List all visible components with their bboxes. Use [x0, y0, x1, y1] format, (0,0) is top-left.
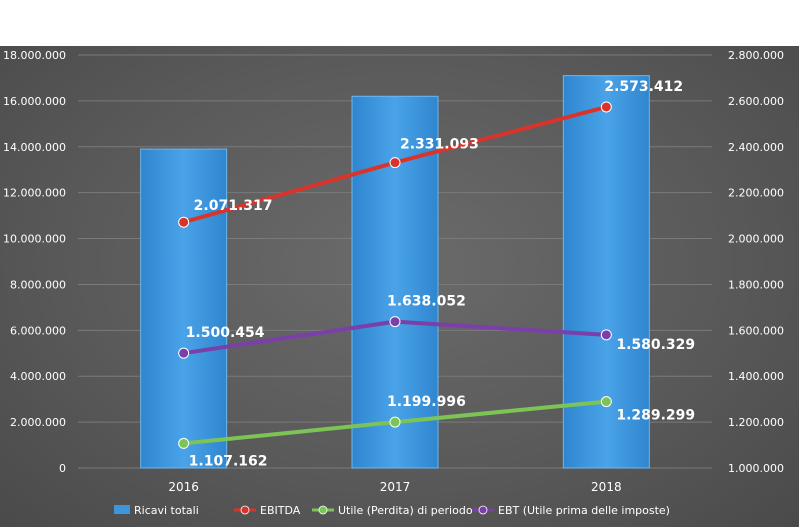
line-point	[389, 416, 401, 428]
left-tick-label: 14.000.000	[3, 141, 66, 154]
data-label: 2.331.093	[400, 137, 479, 153]
data-labels: 2.071.317 2.331.093 2.573.412 1.107.162 1.19…	[186, 79, 695, 469]
left-tick-label: 0	[59, 462, 66, 475]
right-tick-label: 1.000.000	[728, 462, 784, 475]
left-tick-label: 4.000.000	[10, 370, 66, 383]
line-point	[178, 437, 190, 449]
chart-area: 0 2.000.000 4.000.000 6.000.000 8.000.000 10.…	[0, 46, 799, 527]
left-tick-label: 12.000.000	[3, 187, 66, 200]
left-tick-label: 10.000.000	[3, 233, 66, 246]
left-axis-ticks: 0 2.000.000 4.000.000 6.000.000 8.000.000 10.…	[3, 49, 66, 475]
line-point	[178, 347, 190, 359]
lines	[178, 101, 612, 449]
legend-label: Utile (Perdita) di periodo	[338, 504, 473, 517]
x-tick-label: 2016	[168, 480, 199, 494]
legend-label: EBITDA	[260, 504, 301, 517]
right-tick-label: 2.400.000	[728, 141, 784, 154]
line-point	[600, 396, 612, 408]
legend: Ricavi totali EBITDA Utile (Perdita) di pe…	[114, 504, 670, 517]
left-tick-label: 2.000.000	[10, 416, 66, 429]
left-tick-label: 16.000.000	[3, 95, 66, 108]
legend-swatch	[114, 505, 130, 514]
legend-item: Ricavi totali	[114, 504, 199, 517]
line-point	[600, 101, 612, 113]
x-tick-label: 2018	[591, 480, 622, 494]
data-label: 2.573.412	[604, 79, 683, 95]
data-label: 1.199.996	[387, 394, 466, 410]
left-tick-label: 18.000.000	[3, 49, 66, 62]
x-tick-label: 2017	[380, 480, 411, 494]
right-axis-ticks: 1.000.000 1.200.000 1.400.000 1.600.000 1.80…	[728, 49, 784, 475]
right-tick-label: 2.000.000	[728, 233, 784, 246]
left-tick-label: 8.000.000	[10, 278, 66, 291]
legend-label: Ricavi totali	[134, 504, 199, 517]
right-tick-label: 1.400.000	[728, 370, 784, 383]
legend-item: EBT (Utile prima delle imposte)	[472, 504, 670, 517]
line-point	[389, 316, 401, 328]
right-tick-label: 1.800.000	[728, 278, 784, 291]
data-label: 1.289.299	[616, 408, 695, 424]
right-tick-label: 2.200.000	[728, 187, 784, 200]
right-tick-label: 1.200.000	[728, 416, 784, 429]
line-point	[389, 157, 401, 169]
data-label: 1.638.052	[387, 294, 466, 310]
combo-chart: 0 2.000.000 4.000.000 6.000.000 8.000.000 10.…	[3, 49, 784, 517]
data-label: 1.500.454	[186, 325, 265, 341]
data-label: 1.107.162	[189, 453, 268, 469]
legend-item: EBITDA	[234, 504, 301, 517]
bars	[140, 75, 650, 469]
data-label: 2.071.317	[194, 198, 273, 214]
left-tick-label: 6.000.000	[10, 324, 66, 337]
right-tick-label: 2.600.000	[728, 95, 784, 108]
right-tick-label: 2.800.000	[728, 49, 784, 62]
legend-item: Utile (Perdita) di periodo	[312, 504, 473, 517]
line-point	[600, 329, 612, 341]
line-point	[178, 216, 190, 228]
right-tick-label: 1.600.000	[728, 324, 784, 337]
bar-ricavi-2016	[140, 148, 228, 469]
data-label: 1.580.329	[616, 337, 695, 353]
x-axis-ticks: 2016 2017 2018	[168, 480, 621, 494]
legend-label: EBT (Utile prima delle imposte)	[498, 504, 670, 517]
